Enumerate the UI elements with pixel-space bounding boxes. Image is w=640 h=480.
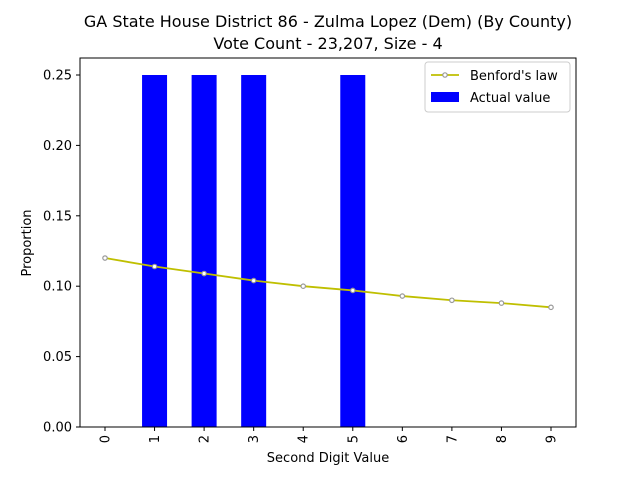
x-tick-label: 7 [445,435,460,443]
plot-frame [79,57,577,428]
legend-label-benford: Benford's law [470,69,558,84]
chart-subtitle: Vote Count - 23,207, Size - 4 [213,34,442,53]
benford-point-1 [151,263,158,270]
y-axis-label: Proportion [20,209,35,276]
benford-point-2 [201,270,207,277]
x-tick-label: 9 [545,435,560,443]
benford-point-9 [548,304,554,311]
x-tick-label: 0 [99,435,114,443]
y-tick-label: 0.00 [43,421,72,436]
bar-2 [191,75,217,427]
plot-area: 0.00 0.05 0.10 0.15 0.20 0.25 0 1 2 3 4 5 6 7 8 9 [43,57,577,443]
y-tick-label: 0.25 [43,69,72,84]
bar-5 [340,75,366,427]
benford-point-3 [250,277,257,284]
x-axis-label: Second Digit Value [267,451,389,466]
legend-label-actual: Actual value [470,91,550,106]
x-tick-label: 8 [495,435,510,443]
chart-title: GA State House District 86 - Zulma Lopez… [84,12,572,31]
benford-point-5 [349,287,356,294]
legend-bar-swatch [431,92,459,102]
benford-point-8 [498,300,505,306]
y-tick-label: 0.05 [43,350,72,365]
benford-line [104,257,552,309]
legend: Benford's law Actual value [424,61,571,113]
legend-line-marker [442,72,448,78]
x-tick-label: 1 [148,435,163,443]
x-tick-label: 6 [396,435,411,443]
bar-3 [241,75,267,427]
x-tick-label: 4 [297,435,312,443]
bar-1 [142,75,168,427]
benford-point-7 [449,297,455,304]
y-tick-label: 0.15 [43,209,72,224]
benford-point-4 [300,283,307,290]
x-tick-label: 2 [198,435,213,443]
y-tick-label: 0.10 [43,280,72,295]
y-tick-label: 0.20 [43,139,72,154]
x-tick-label: 5 [346,435,361,443]
benford-point-0 [102,255,108,261]
benford-point-6 [399,293,406,299]
x-tick-label: 3 [247,435,262,443]
legend-box [424,61,571,113]
